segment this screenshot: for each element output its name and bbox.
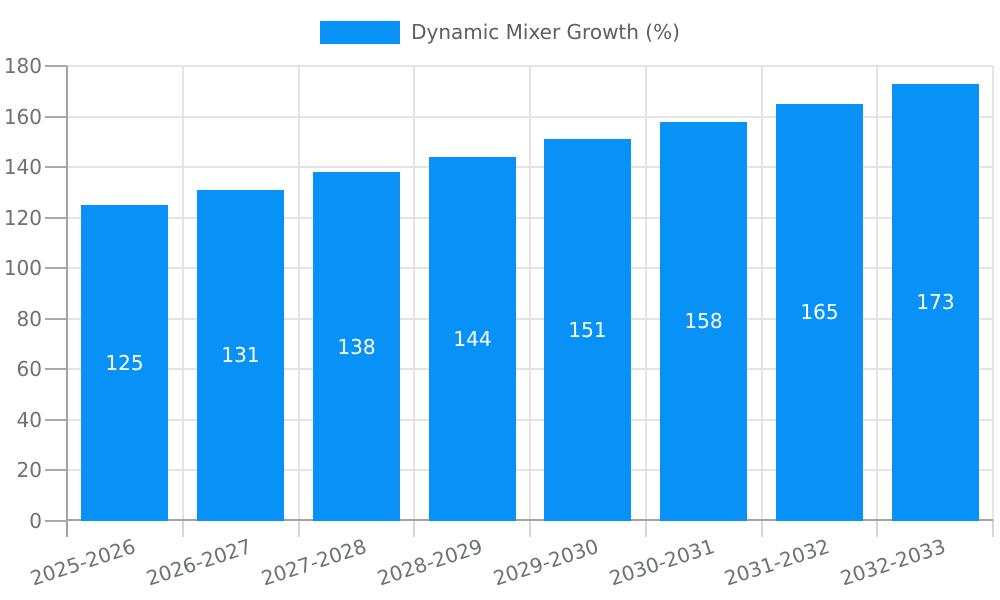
gridline-v — [529, 66, 531, 521]
bar[interactable]: 173 — [892, 83, 979, 521]
bar-value-label: 151 — [568, 318, 607, 343]
y-axis-label: 0 — [29, 509, 42, 533]
y-axis-tick — [45, 469, 67, 472]
y-axis-label: 60 — [16, 357, 42, 382]
x-axis-tick — [992, 521, 994, 537]
bar-value-label: 131 — [221, 343, 260, 368]
legend-label: Dynamic Mixer Growth (%) — [411, 20, 680, 44]
y-axis-label: 140 — [3, 155, 42, 180]
bar-value-label: 125 — [105, 351, 144, 375]
bar-value-label: 158 — [684, 309, 723, 334]
y-axis-label: 120 — [3, 205, 42, 230]
x-axis-tick — [298, 521, 300, 537]
bar-value-label: 165 — [800, 300, 839, 325]
y-axis-tick — [45, 418, 67, 421]
gridline-v — [645, 66, 647, 521]
y-axis-tick — [45, 368, 67, 371]
y-axis-tick — [45, 166, 67, 169]
x-axis-tick — [529, 521, 531, 537]
legend-swatch-icon[interactable] — [320, 20, 401, 44]
y-axis-label: 100 — [3, 256, 42, 281]
x-axis-tick — [645, 521, 647, 537]
y-axis-label: 160 — [3, 104, 42, 129]
y-axis-tick — [45, 317, 67, 320]
y-axis-line — [66, 66, 68, 537]
x-axis-tick — [761, 521, 763, 537]
x-axis-line — [67, 519, 993, 521]
gridline-v — [413, 66, 415, 521]
bar[interactable]: 151 — [544, 139, 631, 521]
y-axis-label: 40 — [16, 407, 42, 432]
gridline-v — [876, 66, 878, 521]
bar[interactable]: 138 — [313, 172, 400, 521]
x-axis-tick — [182, 521, 184, 537]
y-axis-label: 180 — [3, 54, 42, 78]
x-axis-tick — [876, 521, 878, 537]
bar-value-label: 144 — [453, 327, 492, 351]
y-axis-tick — [45, 216, 67, 219]
y-axis-label: 80 — [16, 306, 42, 331]
gridline-v — [761, 66, 763, 521]
bar[interactable]: 144 — [429, 157, 516, 521]
bar[interactable]: 131 — [197, 189, 284, 521]
bar[interactable]: 158 — [660, 121, 747, 521]
y-axis-label: 20 — [16, 458, 42, 483]
plot-area: 0 20 40 60 80 100 120 140 160 180 125 2025-2026 131 2… — [4, 54, 994, 591]
chart-legend[interactable]: Dynamic Mixer Growth (%) — [0, 19, 1000, 45]
gridline-v — [992, 66, 994, 521]
bar-value-label: 173 — [916, 290, 955, 315]
bar[interactable]: 165 — [776, 103, 863, 521]
gridline-v — [298, 66, 300, 521]
x-axis-tick — [413, 521, 415, 537]
y-axis-tick — [45, 520, 67, 522]
y-axis-tick — [45, 115, 67, 118]
y-axis-tick — [45, 65, 67, 67]
bar-value-label: 138 — [337, 334, 376, 359]
gridline-v — [182, 66, 184, 521]
bar[interactable]: 125 — [81, 205, 168, 521]
y-axis-tick — [45, 267, 67, 270]
